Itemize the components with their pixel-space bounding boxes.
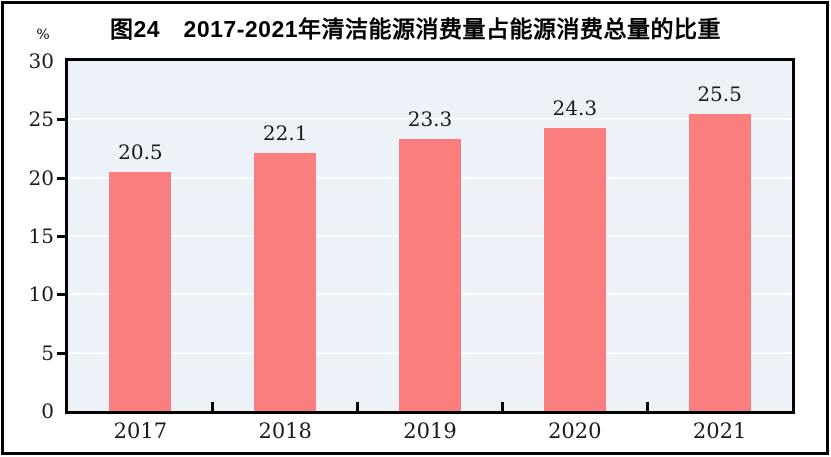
bar — [688, 113, 751, 411]
x-axis-tick — [500, 402, 504, 411]
y-axis-label: 25 — [28, 107, 54, 132]
y-axis-label: 15 — [28, 224, 54, 248]
plot-area: 20.5 22.1 23.3 24.3 25.5 — [65, 58, 795, 414]
bar-value-label: 23.3 — [407, 107, 453, 132]
bar — [399, 139, 461, 411]
y-axis-label: 30 — [28, 49, 54, 73]
y-axis-unit-label: % — [36, 27, 50, 43]
x-axis-label: 2020 — [548, 419, 602, 443]
y-axis-tick — [57, 351, 65, 355]
x-axis-tick — [356, 402, 360, 411]
x-axis-label: 2017 — [113, 419, 168, 443]
chart-title: 图24 2017-2021年清洁能源消费量占能源消费总量的比重 — [109, 16, 722, 42]
bar-value-label: 20.5 — [118, 139, 163, 164]
y-axis-tick — [57, 293, 65, 297]
y-axis-tick — [57, 118, 65, 122]
y-axis-tick — [57, 176, 65, 180]
y-axis-label: 10 — [28, 282, 54, 307]
gridline — [68, 118, 792, 121]
bar-value-label: 25.5 — [697, 81, 742, 106]
x-axis-label: 2019 — [403, 419, 457, 443]
y-axis-label: 0 — [41, 399, 54, 423]
y-axis-tick — [57, 235, 65, 238]
bar — [109, 171, 172, 411]
bar-value-label: 22.1 — [262, 121, 308, 146]
x-axis-label: 2018 — [258, 419, 312, 443]
bar-value-label: 24.3 — [552, 95, 598, 120]
bar — [543, 127, 606, 411]
x-axis-tick — [645, 402, 649, 411]
y-axis-label: 20 — [28, 165, 54, 190]
x-axis-label: 2021 — [692, 419, 747, 443]
y-axis-label: 5 — [41, 340, 54, 365]
bar — [254, 153, 317, 411]
x-axis-tick — [211, 402, 215, 411]
